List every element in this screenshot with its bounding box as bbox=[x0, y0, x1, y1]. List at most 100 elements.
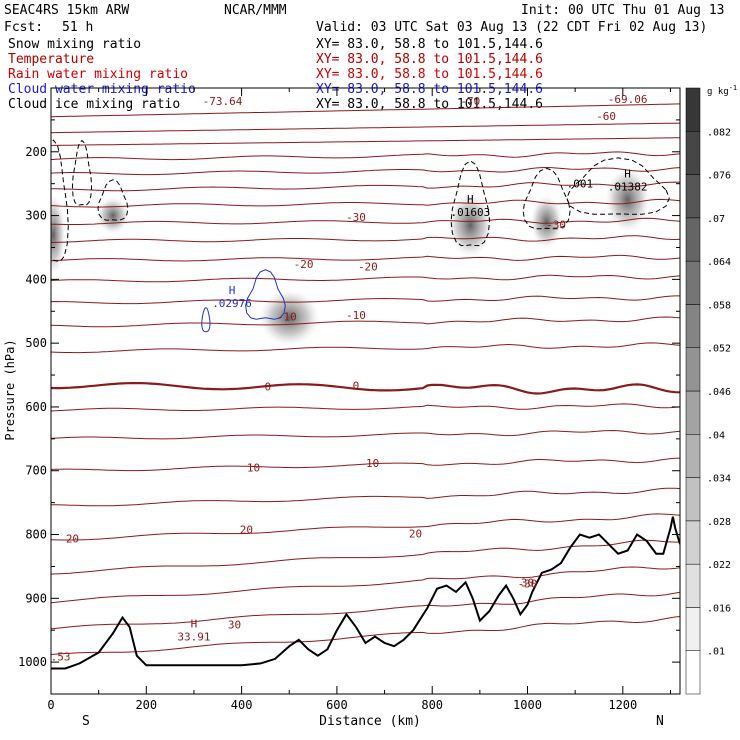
cloud-water-max-marker: H bbox=[229, 284, 236, 297]
y-tick-label: 900 bbox=[25, 591, 47, 605]
ice-shading-blob bbox=[605, 167, 650, 232]
field-xy-cloud-water: XY= 83.0, 58.8 to 101.5,144.6 bbox=[316, 82, 543, 97]
colorbar-tick-label: .052 bbox=[707, 344, 731, 355]
colorbar-tick-label: .028 bbox=[707, 517, 731, 528]
colorbar-tick-label: .022 bbox=[707, 560, 731, 571]
field-xy-cloud-ice: XY= 83.0, 58.8 to 101.5,144.6 bbox=[316, 97, 543, 112]
y-tick-label: 500 bbox=[25, 336, 47, 350]
temperature-max-marker: H bbox=[191, 617, 198, 630]
colorbar-swatch bbox=[685, 390, 701, 435]
ice-max-marker: H bbox=[624, 168, 631, 181]
colorbar-swatch bbox=[685, 217, 701, 262]
colorbar-swatch bbox=[685, 131, 701, 175]
x-tick-label: 1000 bbox=[513, 698, 542, 712]
isotherm-label: 0 bbox=[353, 379, 360, 392]
ice-contour bbox=[71, 139, 93, 206]
isotherm-label: 30 bbox=[521, 576, 534, 589]
field-name-snow: Snow mixing ratio bbox=[8, 37, 141, 52]
cloud-water-max-value: .02976 bbox=[212, 297, 252, 310]
terrain-line bbox=[51, 516, 680, 670]
colorbar-tick-label: .034 bbox=[707, 474, 731, 485]
field-xy-rain: XY= 83.0, 58.8 to 101.5,144.6 bbox=[316, 67, 543, 82]
isotherm-label: -60 bbox=[596, 110, 616, 123]
isotherm-label: 20 bbox=[66, 532, 79, 545]
terrain-layer bbox=[51, 516, 680, 670]
temperature-isotherms bbox=[51, 103, 680, 655]
colorbar-swatch bbox=[685, 87, 701, 132]
forecast-label: Fcst: bbox=[4, 20, 43, 35]
colorbar-tick-label: .01 bbox=[707, 647, 725, 658]
colorbar-tick-label: .082 bbox=[707, 127, 731, 138]
colorbar-tick-label: .058 bbox=[707, 300, 731, 311]
isotherm-line bbox=[51, 295, 680, 305]
isotherm-line bbox=[51, 487, 680, 507]
south-label: S bbox=[82, 714, 90, 729]
y-tick-label: 1000 bbox=[18, 655, 47, 669]
ice-shading-blob bbox=[530, 195, 563, 248]
isotherm-line bbox=[51, 274, 680, 283]
isotherm-label: 30 bbox=[228, 618, 241, 631]
colorbar-swatch bbox=[685, 260, 701, 305]
colorbar-swatch bbox=[685, 434, 701, 478]
isotherm-label: -10 bbox=[346, 309, 366, 322]
plot-frame bbox=[50, 87, 681, 695]
x-tick-label: 400 bbox=[231, 698, 253, 712]
isotherm-line bbox=[51, 137, 680, 146]
cloud-water-contour bbox=[201, 306, 211, 333]
ice-shading-blob bbox=[448, 193, 493, 258]
isotherm-line bbox=[51, 382, 680, 395]
colorbar-tick-label: .04 bbox=[707, 430, 725, 441]
isotherm-line bbox=[51, 457, 680, 472]
ice-shading-blob bbox=[96, 197, 129, 234]
isotherm-line bbox=[51, 513, 680, 541]
isotherm-line bbox=[51, 254, 680, 262]
contour-labels: -73.64 -70 -69.06 -60 -30 -30 -20 -20 -10 -10 0 0 10… bbox=[51, 93, 648, 664]
colorbar: .01 .016 .022 .028 .034 .04 .046 .052 .058 .064 .0… bbox=[685, 87, 731, 695]
field-xy-temperature: XY= 83.0, 58.8 to 101.5,144.6 bbox=[316, 52, 543, 67]
colorbar-unit: g kg-1 bbox=[707, 84, 737, 97]
colorbar-swatch bbox=[685, 650, 701, 695]
x-axis-label: Distance (km) bbox=[319, 714, 421, 729]
colorbar-tick-label: .016 bbox=[707, 603, 731, 614]
colorbar-swatch bbox=[685, 477, 701, 522]
x-tick-label: 600 bbox=[326, 698, 348, 712]
isotherm-label: -69.06 bbox=[608, 93, 648, 106]
colorbar-tick-label: .046 bbox=[707, 387, 731, 398]
isotherm-label: -73.64 bbox=[203, 95, 243, 108]
y-tick-label: 400 bbox=[25, 272, 47, 286]
colorbar-swatch bbox=[685, 520, 701, 565]
isotherm-label: 20 bbox=[409, 527, 422, 540]
isotherm-label: .53 bbox=[51, 650, 71, 663]
mixing-ratio-contours bbox=[51, 139, 670, 333]
isotherm-line bbox=[51, 403, 680, 412]
isotherm-line bbox=[51, 591, 680, 630]
isotherm-line bbox=[51, 151, 680, 161]
field-name-temperature: Temperature bbox=[8, 52, 94, 67]
x-tick-label: 200 bbox=[135, 698, 157, 712]
y-axis-label: Pressure (hPa) bbox=[3, 339, 17, 440]
y-tick-label: 200 bbox=[25, 145, 47, 159]
x-tick-label: 800 bbox=[421, 698, 443, 712]
colorbar-tick-label: .07 bbox=[707, 214, 725, 225]
colorbar-unit-exponent: -1 bbox=[729, 84, 737, 92]
y-tick-label: 300 bbox=[25, 209, 47, 223]
isotherm-line bbox=[51, 103, 680, 118]
field-xy-snow: XY= 83.0, 58.8 to 101.5,144.6 bbox=[316, 37, 543, 52]
isotherm-label: 20 bbox=[240, 523, 253, 536]
isotherm-label: -20 bbox=[294, 258, 314, 271]
colorbar-swatch bbox=[685, 563, 701, 608]
colorbar-swatch bbox=[685, 174, 701, 219]
colorbar-swatch bbox=[685, 607, 701, 651]
temperature-max-value: 33.91 bbox=[177, 630, 210, 643]
isotherm-line bbox=[51, 217, 680, 225]
isotherm-line bbox=[51, 342, 680, 354]
isotherm-label: -30 bbox=[518, 578, 538, 591]
y-tick-label: 600 bbox=[25, 400, 47, 414]
isotherm-line bbox=[51, 198, 680, 208]
ice-max-value: .01382 bbox=[608, 181, 648, 194]
ice-contour bbox=[51, 139, 69, 262]
colorbar-swatch bbox=[685, 347, 701, 392]
y-tick-label: 800 bbox=[25, 528, 47, 542]
